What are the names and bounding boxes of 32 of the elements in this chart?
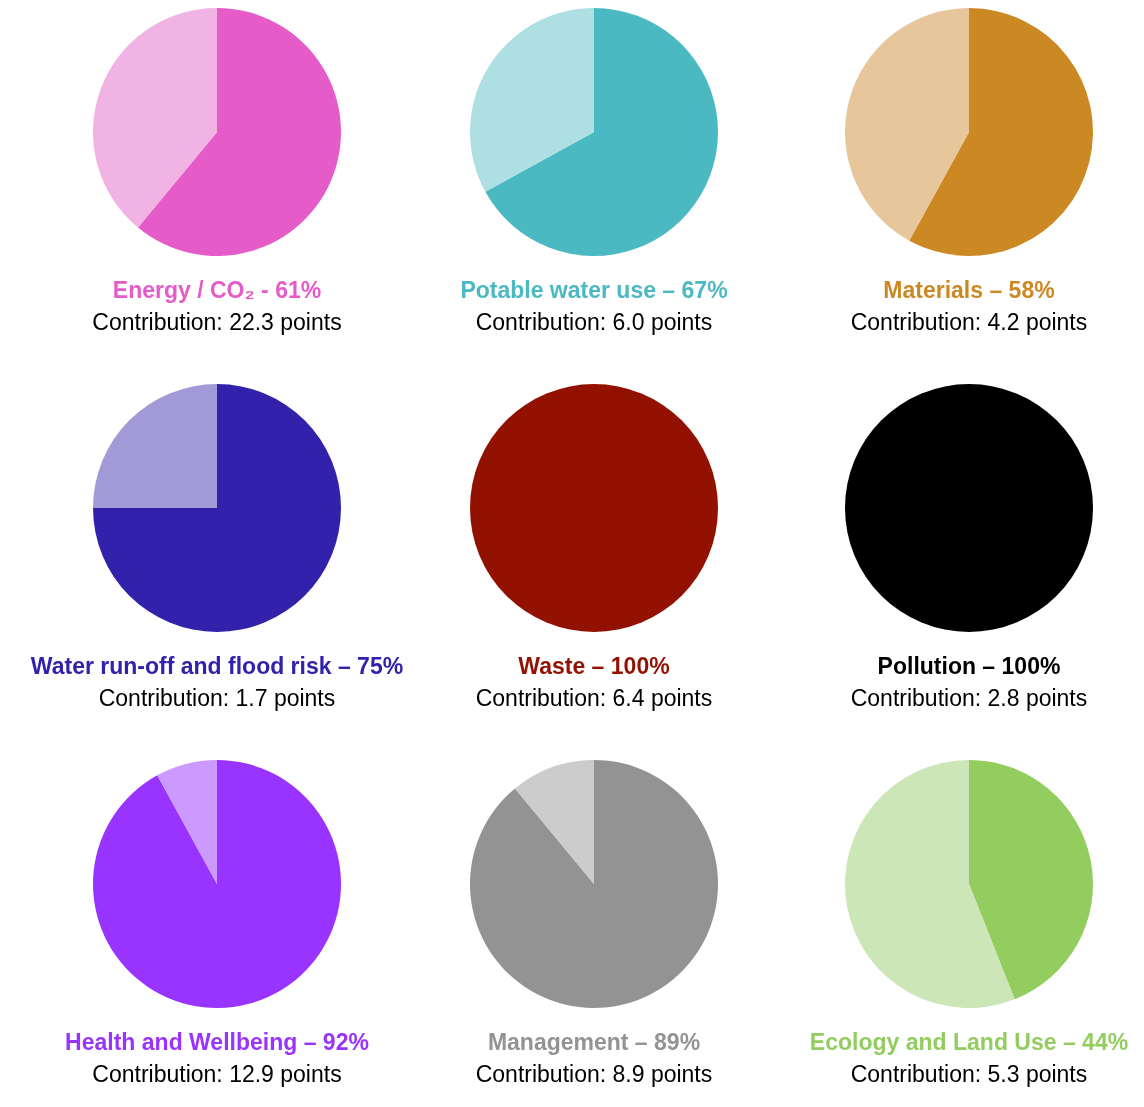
text: Contribution: 1.7 points bbox=[98, 685, 336, 711]
text: Contribution: 6.4 points bbox=[475, 685, 713, 711]
pie-slice bbox=[470, 8, 594, 192]
text: Contribution: 2.8 points bbox=[850, 685, 1088, 711]
pie-slice bbox=[470, 760, 718, 1008]
text: Contribution: 22.3 points bbox=[92, 309, 342, 335]
pie-slice bbox=[845, 760, 1015, 1008]
text: Contribution: 8.9 points bbox=[475, 1061, 713, 1087]
text: Potable water use – 67% bbox=[460, 277, 728, 303]
text: Contribution: 4.2 points bbox=[850, 309, 1088, 335]
text: Ecology and Land Use – 44% bbox=[809, 1029, 1129, 1055]
pie-slice bbox=[93, 760, 341, 1008]
text: Pollution – 100% bbox=[877, 653, 1061, 679]
pie-slice bbox=[93, 384, 217, 508]
pie-slice bbox=[514, 760, 594, 884]
text: Health and Wellbeing – 92% bbox=[65, 1029, 369, 1055]
text: Water run-off and flood risk – 75% bbox=[30, 653, 404, 679]
text: Contribution: 5.3 points bbox=[850, 1061, 1088, 1087]
pie-slice bbox=[157, 760, 217, 884]
text: Waste – 100% bbox=[518, 653, 670, 679]
text: Energy / CO₂ - 61% bbox=[112, 277, 322, 303]
pie-slice bbox=[969, 760, 1093, 1000]
pie-slice bbox=[93, 384, 341, 632]
pie-slice bbox=[485, 8, 718, 256]
pie-slice bbox=[137, 8, 341, 256]
text: Management – 89% bbox=[487, 1029, 701, 1055]
text: Contribution: 6.0 points bbox=[475, 309, 713, 335]
pie-slice bbox=[909, 8, 1093, 256]
text: Materials – 58% bbox=[883, 277, 1055, 303]
pie-slice bbox=[845, 8, 969, 241]
pie-slice bbox=[93, 8, 217, 228]
text: Contribution: 12.9 points bbox=[92, 1061, 342, 1087]
